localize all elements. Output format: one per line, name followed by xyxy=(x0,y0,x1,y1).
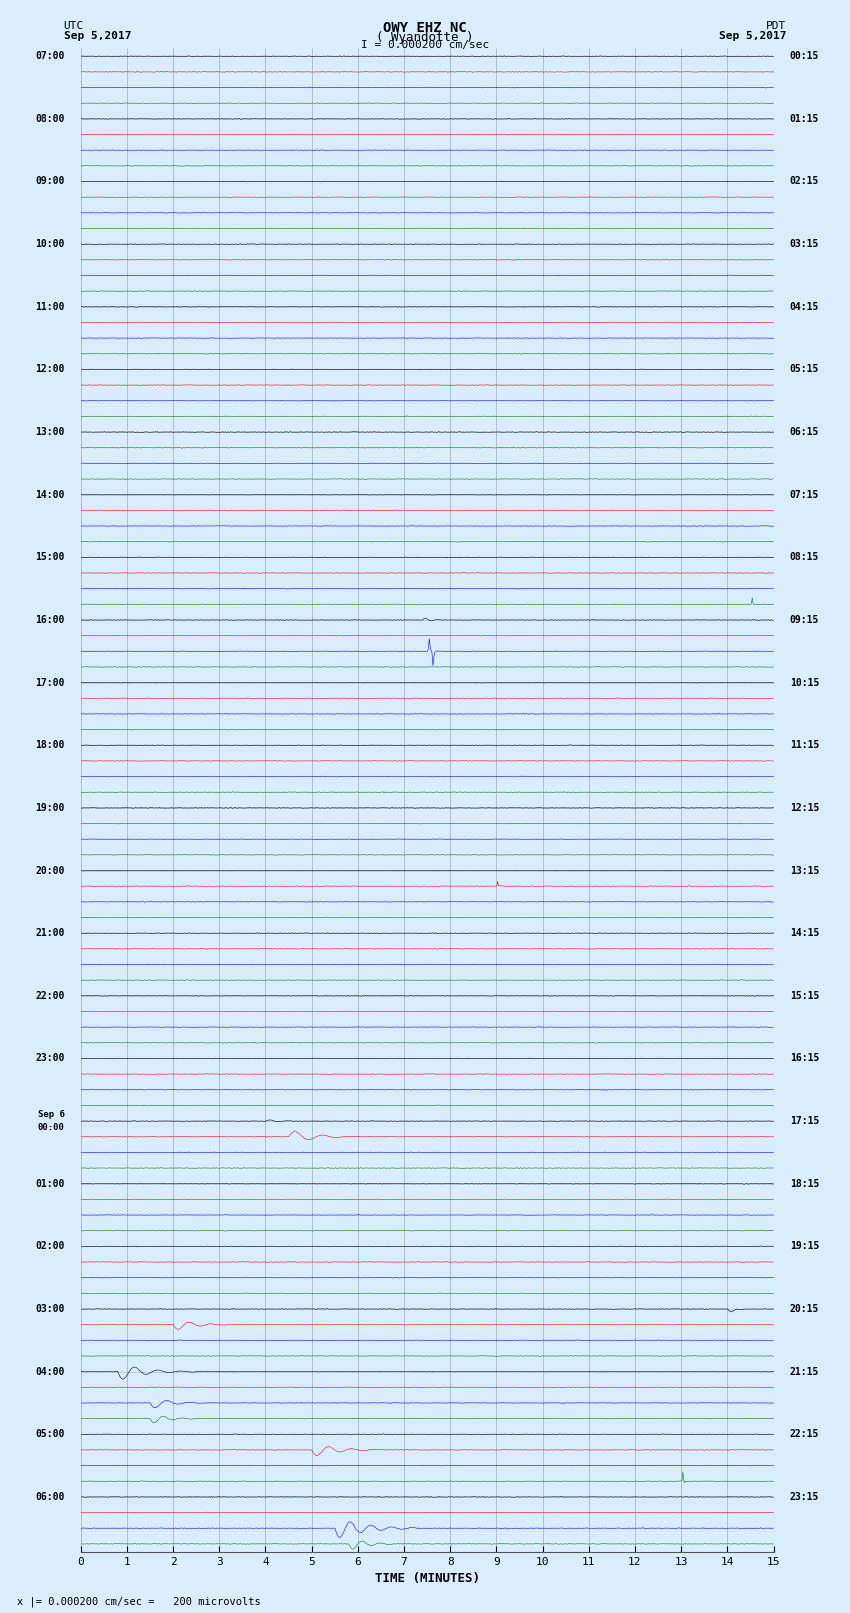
Text: 14:00: 14:00 xyxy=(35,490,65,500)
Text: 21:15: 21:15 xyxy=(790,1366,819,1376)
Text: Sep 6: Sep 6 xyxy=(37,1110,65,1119)
Text: 16:00: 16:00 xyxy=(35,615,65,624)
Text: 03:15: 03:15 xyxy=(790,239,819,248)
Text: 17:00: 17:00 xyxy=(35,677,65,687)
Text: 01:00: 01:00 xyxy=(35,1179,65,1189)
Text: 19:00: 19:00 xyxy=(35,803,65,813)
Text: 16:15: 16:15 xyxy=(790,1053,819,1063)
Text: 02:00: 02:00 xyxy=(35,1242,65,1252)
Text: 03:00: 03:00 xyxy=(35,1303,65,1315)
Text: 09:15: 09:15 xyxy=(790,615,819,624)
Text: 13:00: 13:00 xyxy=(35,427,65,437)
Text: 12:15: 12:15 xyxy=(790,803,819,813)
Text: 05:00: 05:00 xyxy=(35,1429,65,1439)
Text: 12:00: 12:00 xyxy=(35,365,65,374)
Text: 02:15: 02:15 xyxy=(790,176,819,187)
Text: 00:15: 00:15 xyxy=(790,52,819,61)
Text: 18:15: 18:15 xyxy=(790,1179,819,1189)
Text: 11:15: 11:15 xyxy=(790,740,819,750)
Text: OWY EHZ NC: OWY EHZ NC xyxy=(383,21,467,35)
Text: 05:15: 05:15 xyxy=(790,365,819,374)
Text: 06:15: 06:15 xyxy=(790,427,819,437)
Text: 22:15: 22:15 xyxy=(790,1429,819,1439)
Text: 06:00: 06:00 xyxy=(35,1492,65,1502)
Text: UTC: UTC xyxy=(64,21,84,31)
Text: 00:00: 00:00 xyxy=(37,1123,65,1132)
X-axis label: TIME (MINUTES): TIME (MINUTES) xyxy=(375,1573,479,1586)
Text: 21:00: 21:00 xyxy=(35,927,65,939)
Text: Sep 5,2017: Sep 5,2017 xyxy=(719,31,786,40)
Text: 13:15: 13:15 xyxy=(790,866,819,876)
Text: 20:00: 20:00 xyxy=(35,866,65,876)
Text: 01:15: 01:15 xyxy=(790,115,819,124)
Text: 10:15: 10:15 xyxy=(790,677,819,687)
Text: 07:15: 07:15 xyxy=(790,490,819,500)
Text: 19:15: 19:15 xyxy=(790,1242,819,1252)
Text: ( Wyandotte ): ( Wyandotte ) xyxy=(377,31,473,44)
Text: 10:00: 10:00 xyxy=(35,239,65,248)
Text: 14:15: 14:15 xyxy=(790,927,819,939)
Text: 08:15: 08:15 xyxy=(790,552,819,563)
Text: 15:15: 15:15 xyxy=(790,990,819,1000)
Text: Sep 5,2017: Sep 5,2017 xyxy=(64,31,131,40)
Text: 09:00: 09:00 xyxy=(35,176,65,187)
Text: 18:00: 18:00 xyxy=(35,740,65,750)
Text: I = 0.000200 cm/sec: I = 0.000200 cm/sec xyxy=(361,40,489,50)
Text: 22:00: 22:00 xyxy=(35,990,65,1000)
Text: x |= 0.000200 cm/sec =   200 microvolts: x |= 0.000200 cm/sec = 200 microvolts xyxy=(17,1595,261,1607)
Text: PDT: PDT xyxy=(766,21,786,31)
Text: 20:15: 20:15 xyxy=(790,1303,819,1315)
Text: 17:15: 17:15 xyxy=(790,1116,819,1126)
Text: 07:00: 07:00 xyxy=(35,52,65,61)
Text: 08:00: 08:00 xyxy=(35,115,65,124)
Text: 11:00: 11:00 xyxy=(35,302,65,311)
Text: 23:00: 23:00 xyxy=(35,1053,65,1063)
Text: 04:00: 04:00 xyxy=(35,1366,65,1376)
Text: 15:00: 15:00 xyxy=(35,552,65,563)
Text: 04:15: 04:15 xyxy=(790,302,819,311)
Text: 23:15: 23:15 xyxy=(790,1492,819,1502)
